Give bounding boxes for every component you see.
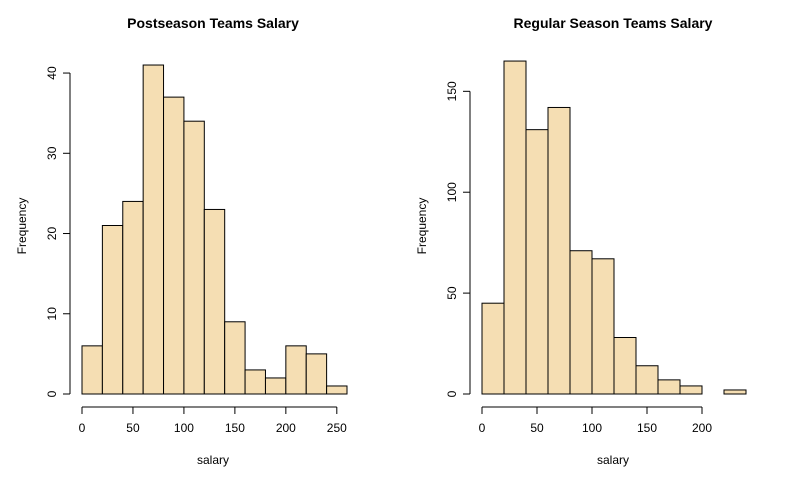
chart-title: Regular Season Teams Salary <box>514 15 713 31</box>
x-tick-label: 0 <box>479 421 486 435</box>
histogram-bar <box>657 379 681 395</box>
histogram-bar <box>679 385 703 395</box>
histogram-bar <box>224 321 246 395</box>
histogram-bar <box>183 120 205 395</box>
regular-season-histogram-panel: Regular Season Teams Salary salary Frequ… <box>415 15 747 467</box>
x-tick-label: 200 <box>692 421 712 435</box>
y-tick-label: 0 <box>445 390 459 397</box>
y-tick-label: 150 <box>445 81 459 101</box>
histogram-bar <box>503 60 527 395</box>
histogram-bar <box>591 258 615 395</box>
y-tick-label: 10 <box>45 307 59 321</box>
x-tick-label: 50 <box>126 421 140 435</box>
x-axis-label: salary <box>197 453 229 467</box>
x-tick-label: 0 <box>79 421 86 435</box>
y-tick-label: 40 <box>45 66 59 80</box>
histogram-bar <box>81 345 103 395</box>
x-axis-label: salary <box>597 453 629 467</box>
histogram-bar <box>163 96 185 395</box>
histogram-bar <box>285 345 307 395</box>
bars <box>481 60 747 395</box>
histogram-bar <box>305 353 328 395</box>
postseason-histogram-panel: Postseason Teams Salary salary Frequency… <box>15 15 348 467</box>
histogram-bar <box>613 337 637 395</box>
histogram-bar <box>481 302 505 395</box>
histogram-bar <box>525 129 549 395</box>
x-tick-label: 150 <box>225 421 245 435</box>
axes: 0 50 100 150 200 250 0 10 20 30 40 <box>45 66 347 435</box>
x-tick-label: 200 <box>276 421 296 435</box>
histogram-bar <box>142 64 165 395</box>
x-tick-label: 100 <box>582 421 602 435</box>
x-tick-label: 50 <box>530 421 544 435</box>
axes: 0 50 100 150 200 0 50 100 150 <box>445 81 712 435</box>
chart-title: Postseason Teams Salary <box>127 15 299 31</box>
y-axis-label: Frequency <box>415 198 429 255</box>
histogram-bar <box>635 365 659 395</box>
histogram-bar <box>203 208 226 395</box>
histogram-bar <box>244 369 266 395</box>
y-tick-label: 30 <box>45 146 59 160</box>
histogram-bar <box>326 385 348 395</box>
x-tick-label: 250 <box>327 421 347 435</box>
bars <box>81 64 348 395</box>
y-tick-label: 0 <box>45 390 59 397</box>
histogram-bar <box>264 377 287 395</box>
x-tick-label: 150 <box>637 421 657 435</box>
x-tick-label: 100 <box>174 421 194 435</box>
histogram-bar <box>547 106 571 395</box>
histogram-bar <box>569 250 593 395</box>
y-tick-label: 50 <box>445 286 459 300</box>
histogram-bar <box>723 389 747 395</box>
y-tick-label: 100 <box>445 182 459 202</box>
histogram-bar <box>101 225 124 395</box>
histogram-bar <box>122 200 144 395</box>
y-tick-label: 20 <box>45 227 59 241</box>
y-axis-label: Frequency <box>15 198 29 255</box>
